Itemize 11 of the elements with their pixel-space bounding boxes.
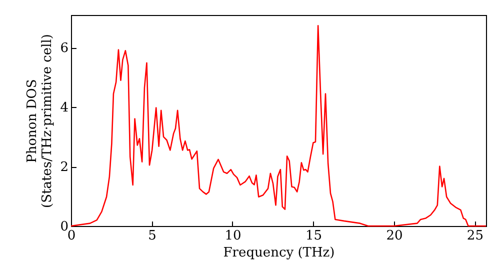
x-tick-label: 15 xyxy=(305,228,322,244)
y-tick-label: 6 xyxy=(60,41,68,56)
x-tick-label: 25 xyxy=(466,228,484,244)
y-tick-label: 2 xyxy=(60,160,68,176)
x-tick-label: 5 xyxy=(148,228,156,244)
x-axis-title: Frequency (THz) xyxy=(223,246,335,260)
x-tick-label: 10 xyxy=(224,228,242,244)
y-axis-title: Phonon DOS (States/THz·primitive cell) xyxy=(25,34,56,208)
y-tick-label: 4 xyxy=(60,100,68,116)
line-series xyxy=(70,25,487,227)
x-tick-label: 20 xyxy=(386,228,403,244)
